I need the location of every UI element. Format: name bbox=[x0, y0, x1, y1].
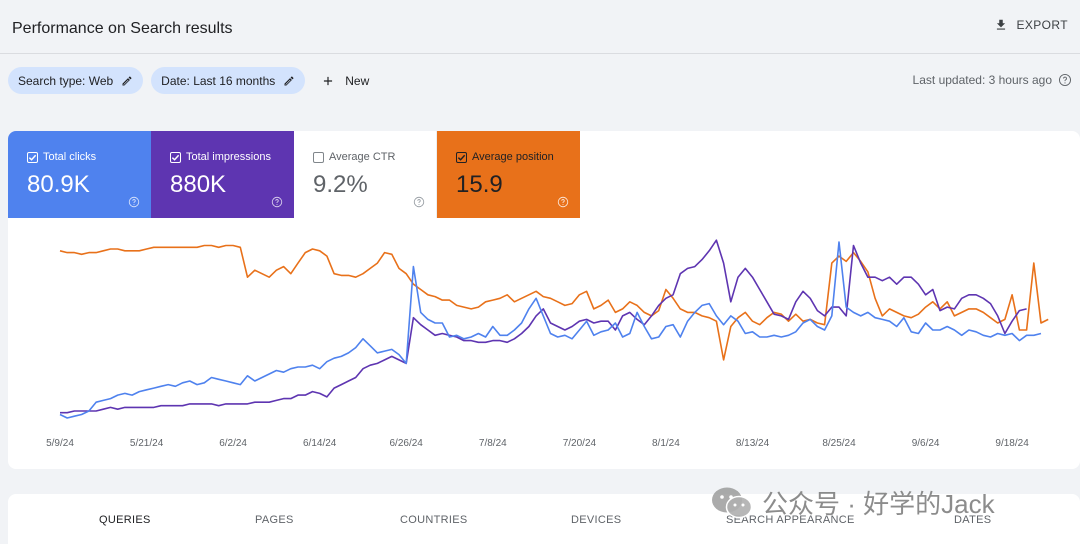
checkbox-unchecked-icon[interactable] bbox=[313, 151, 324, 163]
x-tick-label: 6/2/24 bbox=[219, 438, 247, 449]
x-tick-label: 8/1/24 bbox=[652, 438, 680, 449]
series-line-total-impressions bbox=[60, 239, 1027, 414]
x-tick-label: 7/8/24 bbox=[479, 438, 507, 449]
metric-label: Average position bbox=[472, 151, 554, 163]
x-tick-label: 6/26/24 bbox=[390, 438, 424, 449]
plus-icon bbox=[324, 76, 333, 85]
last-updated: Last updated: 3 hours ago bbox=[913, 73, 1072, 87]
x-tick-label: 9/18/24 bbox=[995, 438, 1029, 449]
metric-label: Total impressions bbox=[186, 151, 271, 163]
metric-value: 9.2% bbox=[313, 171, 368, 198]
edit-icon bbox=[122, 75, 132, 85]
export-label: EXPORT bbox=[1016, 18, 1068, 32]
series-line-total-clicks bbox=[59, 241, 1042, 419]
metric-average-position[interactable]: Average position 15.9 bbox=[437, 131, 580, 218]
dimension-tabs: QUERIES PAGES COUNTRIES DEVICES SEARCH A… bbox=[8, 494, 1080, 544]
export-button[interactable]: EXPORT bbox=[994, 18, 1068, 32]
metric-label: Total clicks bbox=[43, 151, 97, 163]
x-tick-label: 5/21/24 bbox=[130, 438, 164, 449]
filter-bar: Search type: Web Date: Last 16 months Ne… bbox=[8, 67, 369, 94]
checkbox-checked-icon[interactable] bbox=[170, 151, 181, 163]
help-icon[interactable] bbox=[128, 196, 140, 208]
x-tick-label: 9/6/24 bbox=[912, 438, 940, 449]
metric-average-ctr[interactable]: Average CTR 9.2% bbox=[294, 131, 437, 218]
metric-value: 15.9 bbox=[456, 171, 503, 198]
performance-chart[interactable]: 5/9/24 5/21/24 6/2/24 6/14/24 6/26/24 7/8/24 7… bbox=[8, 218, 1080, 469]
series-line-average-position bbox=[59, 244, 1049, 361]
checkbox-checked-icon[interactable] bbox=[27, 151, 38, 163]
new-filter-label: New bbox=[345, 73, 370, 88]
tab-devices[interactable]: DEVICES bbox=[571, 514, 622, 526]
metric-total-impressions[interactable]: Total impressions 880K bbox=[151, 131, 294, 218]
new-filter-button[interactable]: New bbox=[321, 74, 369, 88]
x-tick-label: 6/14/24 bbox=[303, 438, 337, 449]
search-type-chip[interactable]: Search type: Web bbox=[8, 67, 144, 94]
edit-icon bbox=[284, 75, 294, 85]
x-tick-label: 5/9/24 bbox=[46, 438, 74, 449]
tab-countries[interactable]: COUNTRIES bbox=[400, 514, 468, 526]
checkbox-checked-icon[interactable] bbox=[456, 151, 467, 163]
x-tick-label: 8/13/24 bbox=[736, 438, 770, 449]
tab-search-appearance[interactable]: SEARCH APPEARANCE bbox=[726, 514, 855, 526]
x-tick-label: 7/20/24 bbox=[563, 438, 597, 449]
date-range-chip[interactable]: Date: Last 16 months bbox=[151, 67, 306, 94]
metric-value: 880K bbox=[170, 171, 227, 198]
x-tick-label: 8/25/24 bbox=[822, 438, 856, 449]
performance-card: Total clicks 80.9K Total impressions 880… bbox=[8, 131, 1080, 469]
metric-cards: Total clicks 80.9K Total impressions 880… bbox=[8, 131, 580, 218]
search-type-label: Search type: Web bbox=[18, 73, 114, 88]
tab-pages[interactable]: PAGES bbox=[255, 514, 294, 526]
page-header: Performance on Search results EXPORT bbox=[0, 0, 1080, 54]
help-icon[interactable] bbox=[1058, 73, 1072, 87]
help-icon[interactable] bbox=[557, 196, 569, 208]
help-icon[interactable] bbox=[271, 196, 283, 208]
metric-value: 80.9K bbox=[27, 171, 90, 198]
download-icon bbox=[997, 19, 1006, 30]
page-title: Performance on Search results bbox=[12, 20, 233, 37]
date-range-label: Date: Last 16 months bbox=[161, 73, 276, 88]
metric-total-clicks[interactable]: Total clicks 80.9K bbox=[8, 131, 151, 218]
metric-label: Average CTR bbox=[329, 151, 396, 163]
tab-dates[interactable]: DATES bbox=[954, 514, 992, 526]
last-updated-text: Last updated: 3 hours ago bbox=[912, 73, 1052, 87]
help-icon[interactable] bbox=[413, 196, 425, 208]
tab-queries[interactable]: QUERIES bbox=[99, 514, 151, 526]
